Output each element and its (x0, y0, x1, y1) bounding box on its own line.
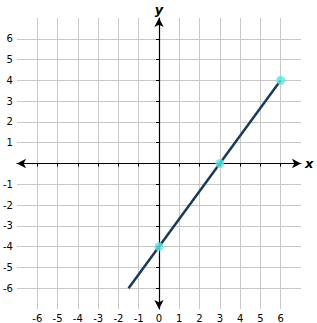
svg-text:-3: -3 (3, 220, 13, 231)
svg-text:1: 1 (7, 137, 13, 148)
svg-text:-5: -5 (53, 313, 63, 323)
svg-text:1: 1 (176, 313, 182, 323)
svg-text:-2: -2 (113, 313, 123, 323)
svg-text:-1: -1 (134, 313, 144, 323)
svg-text:4: 4 (7, 75, 13, 86)
svg-text:5: 5 (7, 54, 13, 65)
svg-text:3: 3 (7, 96, 13, 107)
svg-text:4: 4 (237, 313, 243, 323)
svg-text:-4: -4 (3, 241, 13, 252)
svg-text:2: 2 (196, 313, 202, 323)
svg-text:3: 3 (217, 313, 223, 323)
svg-text:5: 5 (257, 313, 263, 323)
svg-text:-6: -6 (3, 283, 13, 294)
svg-text:-5: -5 (3, 262, 13, 273)
svg-text:6: 6 (7, 33, 13, 44)
svg-text:-3: -3 (93, 313, 103, 323)
svg-text:-1: -1 (3, 179, 13, 190)
svg-text:-4: -4 (73, 313, 83, 323)
svg-text:x: x (304, 156, 314, 171)
svg-text:-2: -2 (3, 200, 13, 211)
svg-text:6: 6 (278, 313, 284, 323)
svg-text:-6: -6 (32, 313, 42, 323)
svg-text:0: 0 (156, 313, 162, 323)
svg-text:y: y (155, 2, 164, 17)
svg-text:2: 2 (7, 116, 13, 127)
